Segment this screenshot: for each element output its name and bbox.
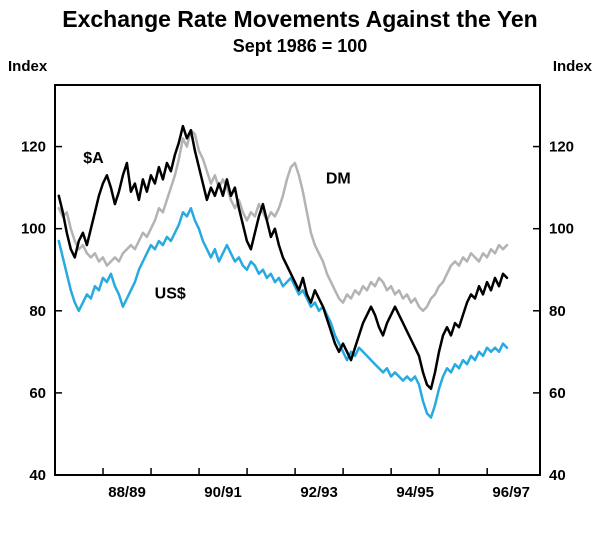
y-tick-label-right: 40 xyxy=(549,467,566,484)
y-tick-label-left: 100 xyxy=(21,221,46,238)
y-tick-label-right: 120 xyxy=(549,139,574,156)
y-tick-label-left: 80 xyxy=(29,303,46,320)
series-line-dm xyxy=(57,128,509,313)
y-tick-label-right: 60 xyxy=(549,385,566,402)
x-axis-label: 94/95 xyxy=(396,484,434,501)
y-tick-label-left: 60 xyxy=(29,385,46,402)
x-axis-label: 96/97 xyxy=(492,484,530,501)
series-line-us xyxy=(57,206,509,419)
y-tick-label-right: 80 xyxy=(549,303,566,320)
series-annotation-us: US$ xyxy=(155,285,186,302)
x-axis-label: 88/89 xyxy=(108,484,146,501)
y-axis-unit-left: Index xyxy=(8,58,48,75)
x-axis-label: 92/93 xyxy=(300,484,338,501)
y-tick-label-right: 100 xyxy=(549,221,574,238)
series-line-a xyxy=(57,124,509,391)
y-tick-label-left: 120 xyxy=(21,139,46,156)
plot-frame xyxy=(54,84,541,476)
x-axis-label: 90/91 xyxy=(204,484,242,501)
series-annotation-dm: DM xyxy=(326,171,351,188)
y-tick-label-left: 40 xyxy=(29,467,46,484)
chart-subtitle: Sept 1986 = 100 xyxy=(232,36,368,56)
y-axis-unit-right: Index xyxy=(552,58,592,75)
chart-title: Exchange Rate Movements Against the Yen xyxy=(62,6,538,32)
series-annotation-a: $A xyxy=(83,150,104,167)
